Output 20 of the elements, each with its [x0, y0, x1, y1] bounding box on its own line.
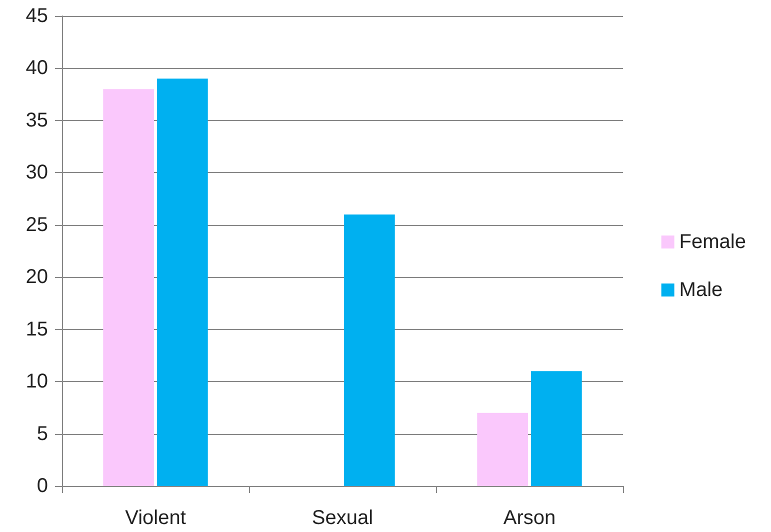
y-tick-label: 15	[26, 318, 48, 340]
y-tick-label: 0	[36, 475, 48, 497]
legend-label: Female	[679, 231, 746, 253]
bar	[157, 78, 208, 486]
y-tick-label: 30	[26, 162, 48, 184]
legend-label: Male	[679, 279, 723, 301]
bar	[531, 371, 582, 486]
y-tick-label: 35	[26, 109, 48, 132]
y-tick-label: 5	[36, 422, 48, 445]
bar	[477, 412, 528, 486]
y-tick-label: 25	[26, 214, 48, 236]
bar	[344, 214, 395, 486]
y-tick-label: 20	[26, 266, 48, 288]
y-tick-label: 40	[26, 57, 48, 80]
x-tick-label: Arson	[503, 507, 556, 529]
y-tick-label: 10	[26, 370, 48, 393]
x-tick-label: Sexual	[312, 507, 374, 529]
y-tick-label: 45	[26, 5, 48, 27]
bar	[103, 89, 154, 486]
x-tick-label: Violent	[125, 507, 186, 529]
